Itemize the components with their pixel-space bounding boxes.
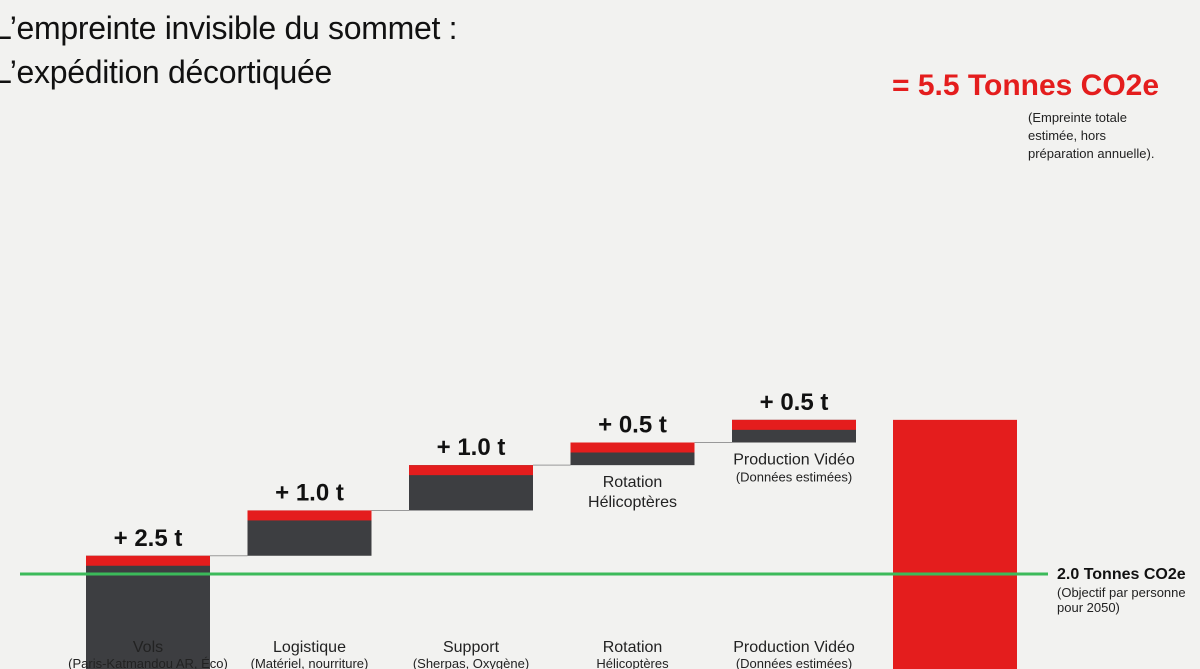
total-note-3: préparation annuelle).: [1028, 146, 1154, 161]
bar-cap-3: [409, 465, 533, 476]
bar-caption-sub-5: (Données estimées): [736, 470, 852, 485]
bar-caption-4-1: Rotation: [603, 474, 663, 491]
total-label: = 5.5 Tonnes CO2e: [892, 69, 1159, 102]
category-label-3: Support: [443, 639, 500, 656]
delta-label-1: + 2.5 t: [114, 525, 183, 552]
target-note-2: pour 2050): [1057, 600, 1120, 615]
category-sublabel-1: (Paris-Katmandou AR, Éco): [68, 656, 228, 669]
delta-label-3: + 1.0 t: [437, 434, 506, 461]
category-label-1: Vols: [133, 639, 163, 656]
category-label-4: Rotation: [603, 639, 663, 656]
category-sublabel-5: (Données estimées): [736, 656, 852, 669]
bar-caption-4-2: Hélicoptères: [588, 494, 677, 511]
category-sublabel-2: (Matériel, nourriture): [251, 656, 369, 669]
labels-group: + 2.5 t Vols(Paris-Katmandou AR, Éco) + 1.…: [68, 69, 1186, 669]
bar-cap-4: [570, 442, 695, 453]
delta-label-4: + 0.5 t: [598, 412, 667, 439]
category-label-5: Production Vidéo: [733, 639, 855, 656]
bar-cap-2: [247, 510, 372, 521]
bar-cap-1: [86, 555, 210, 566]
bars-group: [86, 419, 1017, 669]
connector-lines: [210, 442, 732, 557]
total-note-2: estimée, hors: [1028, 128, 1107, 143]
chart-title: L’empreinte invisible du sommet : L’expé…: [0, 6, 458, 94]
bar-cap-5: [732, 419, 856, 430]
chart-title-line-1: L’empreinte invisible du sommet :: [0, 10, 458, 46]
chart-title-line-2: L’expédition décortiquée: [0, 54, 332, 90]
target-label: 2.0 Tonnes CO2e: [1057, 566, 1186, 583]
target-note-1: (Objectif par personne: [1057, 585, 1186, 600]
bar-caption-5-1: Production Vidéo: [733, 452, 855, 469]
category-label-2: Logistique: [273, 639, 346, 656]
total-bar: [893, 419, 1017, 669]
total-note-1: (Empreinte totale: [1028, 110, 1127, 125]
category-sublabel-3: (Sherpas, Oxygène): [413, 656, 529, 669]
delta-label-5: + 0.5 t: [760, 389, 829, 416]
delta-label-2: + 1.0 t: [275, 479, 344, 506]
category-sublabel-4: Hélicoptères: [596, 656, 669, 669]
